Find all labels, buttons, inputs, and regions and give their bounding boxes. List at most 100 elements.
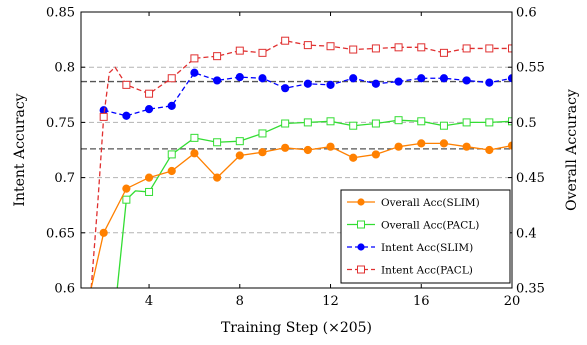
y-tick-label-right: 0.35 bbox=[516, 282, 545, 297]
y-tick-label-left: 0.65 bbox=[46, 226, 75, 241]
data-point bbox=[462, 118, 471, 127]
data-point bbox=[394, 77, 403, 86]
legend-item: Overall Acc(PACL) bbox=[347, 220, 479, 232]
legend-item: Overall Acc(SLIM) bbox=[347, 197, 480, 209]
data-point bbox=[485, 118, 494, 127]
data-point bbox=[145, 89, 154, 98]
legend-label: Intent Acc(SLIM) bbox=[381, 242, 473, 254]
data-point bbox=[235, 46, 244, 55]
y-tick-label-left: 0.7 bbox=[54, 171, 75, 186]
data-point bbox=[394, 142, 403, 151]
data-point bbox=[144, 173, 154, 182]
y-tick-label-left: 0.75 bbox=[46, 116, 75, 131]
x-tick-label: 12 bbox=[322, 294, 339, 309]
series-2 bbox=[99, 68, 512, 120]
data-point bbox=[258, 48, 267, 57]
data-point bbox=[439, 121, 448, 130]
series-line bbox=[103, 72, 512, 117]
y-tick-label-right: 0.45 bbox=[516, 171, 545, 186]
data-point bbox=[235, 73, 244, 82]
data-point bbox=[281, 84, 290, 93]
data-point bbox=[99, 228, 108, 237]
data-point bbox=[99, 106, 108, 115]
data-point bbox=[439, 139, 449, 148]
data-point bbox=[439, 74, 449, 83]
data-point bbox=[326, 42, 335, 51]
data-point bbox=[303, 118, 312, 127]
x-tick-label: 16 bbox=[413, 294, 430, 309]
data-point bbox=[417, 43, 426, 52]
series-0 bbox=[90, 139, 512, 288]
data-point bbox=[190, 54, 199, 63]
data-point bbox=[190, 133, 199, 142]
legend-item: Intent Acc(SLIM) bbox=[347, 242, 473, 254]
data-point bbox=[371, 119, 380, 128]
legend: Overall Acc(SLIM) Overall Acc(PACL) Intent… bbox=[340, 189, 511, 284]
data-point bbox=[167, 150, 176, 159]
data-point bbox=[326, 142, 335, 151]
data-point bbox=[145, 187, 154, 196]
data-point bbox=[462, 142, 471, 151]
y-tick-label-left: 0.85 bbox=[46, 6, 75, 21]
legend-item: Intent Acc(PACL) bbox=[347, 265, 473, 277]
data-point bbox=[349, 153, 358, 162]
data-point bbox=[303, 145, 312, 155]
data-point bbox=[167, 101, 176, 110]
data-point bbox=[281, 119, 290, 128]
plot-frame bbox=[80, 11, 513, 289]
data-point bbox=[303, 41, 312, 50]
data-point bbox=[485, 44, 494, 53]
data-point bbox=[394, 43, 403, 52]
data-point bbox=[371, 79, 380, 88]
data-point bbox=[439, 48, 448, 57]
y-axis-label-left: Intent Accuracy bbox=[12, 93, 28, 206]
data-point bbox=[417, 139, 426, 148]
y-tick-label-right: 0.55 bbox=[516, 61, 545, 76]
data-point bbox=[281, 36, 290, 45]
data-point bbox=[462, 76, 471, 85]
y-tick-label-right: 0.6 bbox=[516, 6, 537, 21]
data-point bbox=[213, 76, 222, 85]
data-point bbox=[235, 137, 244, 146]
data-point bbox=[462, 44, 471, 53]
data-point bbox=[349, 74, 358, 83]
data-point bbox=[485, 78, 494, 87]
legend-marker bbox=[357, 220, 365, 229]
data-point bbox=[144, 105, 154, 114]
series-3 bbox=[90, 36, 512, 288]
data-point bbox=[122, 111, 131, 120]
data-point bbox=[190, 149, 199, 158]
data-point bbox=[258, 148, 267, 157]
data-point bbox=[235, 151, 244, 160]
data-point bbox=[326, 80, 335, 89]
data-point bbox=[258, 74, 267, 83]
data-point bbox=[213, 52, 222, 61]
data-point bbox=[122, 184, 131, 193]
legend-label: Intent Acc(PACL) bbox=[381, 265, 473, 277]
data-point bbox=[281, 143, 290, 152]
data-point bbox=[213, 173, 222, 182]
plot-series bbox=[90, 36, 512, 288]
data-point bbox=[417, 74, 426, 83]
data-point bbox=[508, 44, 512, 53]
x-tick-label: 20 bbox=[504, 294, 521, 309]
x-axis-label: Training Step (×205) bbox=[221, 320, 372, 336]
y-tick-label-right: 0.5 bbox=[516, 116, 537, 131]
data-point bbox=[326, 117, 335, 126]
y-axis-label-right: Overall Accuracy bbox=[564, 89, 580, 211]
series-1 bbox=[116, 116, 512, 288]
x-tick-label: 4 bbox=[145, 294, 153, 309]
legend-box bbox=[340, 189, 511, 284]
x-tick-label: 8 bbox=[236, 294, 244, 309]
data-point bbox=[122, 80, 131, 89]
data-point bbox=[122, 195, 131, 204]
y-tick-label-left: 0.6 bbox=[54, 282, 75, 297]
data-point bbox=[167, 74, 176, 83]
data-point bbox=[371, 44, 380, 53]
legend-label: Overall Acc(SLIM) bbox=[381, 197, 480, 209]
data-point bbox=[213, 138, 222, 147]
data-point bbox=[417, 117, 426, 126]
legend-marker bbox=[357, 265, 365, 274]
data-point bbox=[508, 117, 512, 126]
